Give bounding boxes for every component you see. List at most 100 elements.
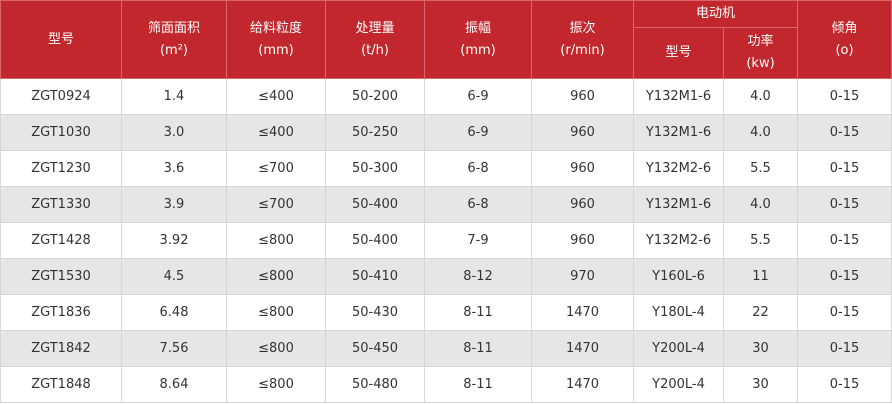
table-cell: 30 <box>722 330 799 367</box>
table-cell: 6-8 <box>424 150 532 187</box>
table-cell: 0-15 <box>797 366 892 403</box>
table-cell: 8-11 <box>424 294 532 331</box>
header-text: 给料粒度 <box>249 20 302 36</box>
header-row: 型号 筛面面积 (m²) 给料粒度 (mm) 处理量 (t/h) 振幅 (mm) 振次 (r/min… <box>0 0 892 79</box>
table-cell: Y160L-6 <box>633 258 724 295</box>
table-cell: 0-15 <box>797 294 892 331</box>
table-cell: 5.5 <box>722 222 799 259</box>
table-cell: 50-450 <box>325 330 425 367</box>
table-cell: ≤800 <box>226 294 326 331</box>
table-cell: ZGT1330 <box>0 186 122 223</box>
header-group: 电动机 <box>632 0 799 28</box>
table-cell: ≤700 <box>226 150 326 187</box>
table-cell: 6-9 <box>424 114 532 151</box>
table-cell: 0-15 <box>797 222 892 259</box>
table-cell: 3.6 <box>121 150 227 187</box>
table-cell: ≤400 <box>226 78 326 115</box>
table-cell: 8-11 <box>424 330 532 367</box>
table-cell: 1470 <box>531 294 634 331</box>
table-cell: 6-9 <box>424 78 532 115</box>
header-text: 筛面面积 <box>147 20 200 36</box>
header-text: (t/h) <box>361 42 389 58</box>
table-cell: 50-480 <box>325 366 425 403</box>
table-cell: 0-15 <box>797 258 892 295</box>
table-cell: 11 <box>722 258 799 295</box>
table-cell: Y180L-4 <box>633 294 724 331</box>
table-cell: 3.0 <box>121 114 227 151</box>
table-cell: 30 <box>722 366 799 403</box>
header-text: (kw) <box>746 56 775 71</box>
header-text: 倾角 <box>831 20 858 36</box>
table-row: ZGT0924 1.4 ≤400 50-200 6-9 960 Y132M1-6 4.0 0-1… <box>0 78 892 115</box>
table-cell: 50-430 <box>325 294 425 331</box>
table-cell: Y132M2-6 <box>633 222 724 259</box>
header-text: (o) <box>835 42 854 58</box>
table-cell: 960 <box>531 186 634 223</box>
table-cell: Y132M1-6 <box>633 114 724 151</box>
header-cell: 型号 <box>633 27 724 79</box>
table-cell: 5.5 <box>722 150 799 187</box>
header-text: 功率 <box>747 34 774 49</box>
table-cell: Y132M2-6 <box>633 150 724 187</box>
table-cell: 0-15 <box>797 150 892 187</box>
table-cell: 50-300 <box>325 150 425 187</box>
table-cell: 3.9 <box>121 186 227 223</box>
table-cell: 1.4 <box>121 78 227 115</box>
header-text: (mm) <box>460 42 496 58</box>
table-cell: Y132M1-6 <box>633 78 724 115</box>
header-text: 型号 <box>47 31 74 47</box>
table-cell: 22 <box>722 294 799 331</box>
table-cell: Y200L-4 <box>633 330 724 367</box>
header-text: 处理量 <box>355 20 395 36</box>
table-cell: 8.64 <box>121 366 227 403</box>
table-cell: ≤800 <box>226 330 326 367</box>
table-cell: 6-8 <box>424 186 532 223</box>
header-text: 振次 <box>569 20 596 36</box>
table-body: ZGT0924 1.4 ≤400 50-200 6-9 960 Y132M1-6 4.0 0-1… <box>0 78 892 403</box>
table-row: ZGT1330 3.9 ≤700 50-400 6-8 960 Y132M1-6 4.0 0-1… <box>0 186 892 223</box>
table-cell: 8-12 <box>424 258 532 295</box>
table-cell: Y200L-4 <box>633 366 724 403</box>
table-cell: 960 <box>531 150 634 187</box>
header-cell: 筛面面积 (m²) <box>121 0 227 79</box>
header-cell: 振幅 (mm) <box>424 0 532 79</box>
table-row: ZGT1848 8.64 ≤800 50-480 8-11 1470 Y200L-4 30 0-… <box>0 366 892 403</box>
header-cell: 处理量 (t/h) <box>325 0 425 79</box>
table-cell: 0-15 <box>797 186 892 223</box>
table-cell: 4.0 <box>722 186 799 223</box>
table-cell: 960 <box>531 222 634 259</box>
table-cell: 4.0 <box>722 78 799 115</box>
header-row: 型号 功率 (kw) <box>1 27 892 79</box>
table-cell: Y132M1-6 <box>633 186 724 223</box>
table-cell: 3.92 <box>121 222 227 259</box>
table-cell: 4.5 <box>121 258 227 295</box>
table-row: ZGT1030 3.0 ≤400 50-250 6-9 960 Y132M1-6 4.0 0-1… <box>0 114 892 151</box>
table-cell: 7.56 <box>121 330 227 367</box>
table-cell: ZGT1230 <box>0 150 122 187</box>
table-cell: 0-15 <box>797 114 892 151</box>
table-cell: ≤700 <box>226 186 326 223</box>
table-row: ZGT1230 3.6 ≤700 50-300 6-8 960 Y132M2-6 5.5 0-1… <box>0 150 892 187</box>
header-text: (mm) <box>258 42 294 58</box>
table-cell: 0-15 <box>797 330 892 367</box>
table-cell: ZGT1842 <box>0 330 122 367</box>
table-row: ZGT1530 4.5 ≤800 50-410 8-12 970 Y160L-6 11 0-15 <box>0 258 892 295</box>
header-text: 振幅 <box>464 20 491 36</box>
table-header: 型号 筛面面积 (m²) 给料粒度 (mm) 处理量 (t/h) 振幅 (mm) 振次 (r/min… <box>0 0 892 79</box>
table-cell: 0-15 <box>797 78 892 115</box>
header-text: (r/min) <box>560 42 605 58</box>
table-cell: ≤800 <box>226 258 326 295</box>
table-cell: ≤800 <box>226 222 326 259</box>
table-cell: ≤800 <box>226 366 326 403</box>
table-row: ZGT1836 6.48 ≤800 50-430 8-11 1470 Y180L-4 22 0-… <box>0 294 892 331</box>
header-cell: 给料粒度 (mm) <box>226 0 326 79</box>
header-cell: 功率 (kw) <box>722 27 799 79</box>
table-cell: ZGT0924 <box>0 78 122 115</box>
table-cell: ZGT1030 <box>0 114 122 151</box>
table-cell: 960 <box>531 114 634 151</box>
table-cell: 970 <box>531 258 634 295</box>
table-row: ZGT1842 7.56 ≤800 50-450 8-11 1470 Y200L-4 30 0-… <box>0 330 892 367</box>
table-cell: ZGT1836 <box>0 294 122 331</box>
table-cell: 1470 <box>531 330 634 367</box>
